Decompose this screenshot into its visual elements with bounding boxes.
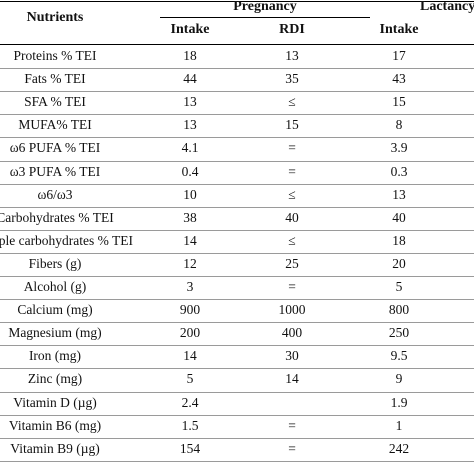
nutrient-name: Vitamin B6 (mg): [8, 417, 102, 433]
row-rule: [0, 345, 474, 346]
intake-pregnancy-cell: 0.4: [181, 163, 199, 179]
nutrient-name: Magnesium (mg): [8, 325, 102, 341]
rdi-cell: =: [288, 279, 296, 294]
rdi-cell: 400: [281, 325, 303, 341]
intake-pregnancy-cell: 154: [179, 440, 201, 456]
nutrient-name: Simple carbohydrates % TEI: [0, 232, 134, 248]
intake-lactancy-cell: 9.5: [390, 348, 408, 364]
intake-lactancy-cell: 43: [392, 71, 406, 87]
rdi-cell: ≤: [288, 94, 296, 110]
intake-pregnancy-cell: 14: [183, 232, 197, 248]
rdi-cell: =: [288, 440, 296, 456]
rdi-cell: =: [288, 140, 296, 156]
intake-pregnancy-cell: 12: [183, 255, 197, 271]
intake-lactancy-cell: 8: [395, 117, 403, 133]
row-rule: [0, 438, 474, 439]
intake-pregnancy-cell: 10: [183, 186, 197, 202]
intake-pregnancy-cell: 18: [183, 48, 197, 63]
nutrient-name: ω3 PUFA % TEI: [9, 163, 101, 179]
header-rule: [0, 44, 474, 45]
intake-pregnancy-cell: 3: [186, 279, 194, 294]
header-nutrients: Nutrients: [26, 10, 84, 25]
intake-pregnancy-cell: 5: [186, 371, 194, 387]
nutrient-name: Vitamin B9 (µg): [10, 440, 100, 456]
row-rule: [0, 299, 474, 300]
header-group-pregnancy: Pregnancy: [233, 0, 297, 14]
rdi-cell: 35: [285, 71, 299, 87]
row-rule: [0, 230, 474, 231]
nutrient-name: Fibers (g): [28, 255, 82, 271]
rdi-cell: =: [288, 417, 296, 433]
intake-lactancy-cell: 1: [395, 417, 403, 433]
intake-pregnancy-cell: 13: [183, 94, 197, 110]
intake-lactancy-cell: 242: [388, 440, 410, 456]
nutrient-name: ω6 PUFA % TEI: [9, 140, 101, 156]
intake-lactancy-cell: 15: [392, 94, 406, 110]
nutrient-name: MUFA% TEI: [18, 117, 92, 133]
rdi-cell: =: [288, 163, 296, 179]
row-rule: [0, 161, 474, 162]
row-rule: [0, 322, 474, 323]
nutrient-name: SFA % TEI: [24, 94, 86, 110]
rdi-cell: 15: [285, 117, 299, 133]
intake-pregnancy-cell: 13: [183, 117, 197, 133]
rdi-cell: 40: [285, 209, 299, 225]
intake-lactancy-cell: 0.3: [390, 163, 408, 179]
header-rdi: RDI: [279, 22, 305, 37]
nutrient-name: Calcium (mg): [17, 302, 93, 318]
intake-lactancy-cell: 13: [392, 186, 406, 202]
row-rule: [0, 207, 474, 208]
intake-lactancy-cell: 20: [392, 255, 406, 271]
row-rule: [0, 68, 474, 69]
intake-pregnancy-cell: 900: [179, 302, 201, 318]
intake-pregnancy-cell: 14: [183, 348, 197, 364]
rdi-cell: 1000: [278, 302, 306, 318]
row-rule: [0, 461, 474, 462]
nutrient-name: Alcohol (g): [23, 279, 87, 294]
intake-pregnancy-cell: 4.1: [181, 140, 199, 156]
intake-lactancy-cell: 18: [392, 232, 406, 248]
nutrient-name: ω6/ω3: [37, 186, 73, 202]
intake-lactancy-cell: 9: [395, 371, 403, 387]
top-rule: [0, 1, 474, 2]
nutrient-name: Proteins % TEI: [13, 48, 97, 63]
intake-lactancy-cell: 40: [392, 209, 406, 225]
row-rule: [0, 253, 474, 254]
nutrient-name: Iron (mg): [28, 348, 82, 364]
intake-lactancy-cell: 800: [388, 302, 410, 318]
pregnancy-underline: [160, 17, 370, 18]
row-rule: [0, 137, 474, 138]
row-rule: [0, 392, 474, 393]
rdi-cell: ≤: [288, 186, 296, 202]
intake-lactancy-cell: 5: [395, 279, 403, 294]
intake-lactancy-cell: 250: [388, 325, 410, 341]
intake-pregnancy-cell: 1.5: [181, 417, 199, 433]
rdi-cell: 13: [285, 48, 299, 63]
intake-pregnancy-cell: 38: [183, 209, 197, 225]
row-rule: [0, 114, 474, 115]
intake-pregnancy-cell: 2.4: [181, 394, 199, 410]
rdi-cell: ≤: [288, 232, 296, 248]
nutrient-name: Vitamin D (µg): [13, 394, 97, 410]
row-rule: [0, 368, 474, 369]
row-rule: [0, 184, 474, 185]
rdi-cell: 25: [285, 255, 299, 271]
intake-lactancy-cell: 17: [392, 48, 406, 63]
row-rule: [0, 415, 474, 416]
row-rule: [0, 91, 474, 92]
header-intake-lactancy: Intake: [379, 22, 419, 37]
rdi-cell: 14: [285, 371, 299, 387]
intake-lactancy-cell: 3.9: [390, 140, 408, 156]
header-intake-pregnancy: Intake: [170, 22, 210, 37]
intake-pregnancy-cell: 44: [183, 71, 197, 87]
rdi-cell: 30: [285, 348, 299, 364]
nutrient-name: Fats % TEI: [24, 71, 86, 87]
header-group-lactancy: Lactancy: [420, 0, 474, 14]
nutrient-name: Zinc (mg): [27, 371, 83, 387]
nutrient-name: Carbohydrates % TEI: [0, 209, 114, 225]
intake-lactancy-cell: 1.9: [390, 394, 408, 410]
row-rule: [0, 276, 474, 277]
intake-pregnancy-cell: 200: [179, 325, 201, 341]
